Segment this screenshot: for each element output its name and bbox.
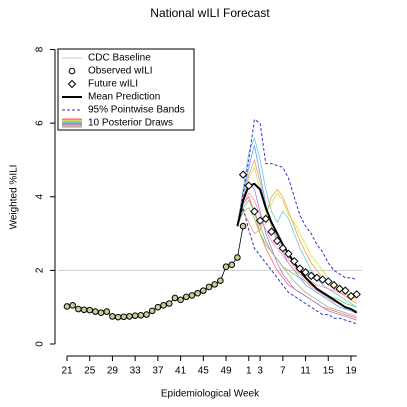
- posterior-draw: [237, 145, 357, 314]
- future-point: [301, 268, 310, 277]
- observed-point: [211, 281, 218, 288]
- legend-label: Mean Prediction: [88, 92, 160, 103]
- posterior-draw: [237, 195, 357, 319]
- y-axis-label: Weighted %ILI: [9, 165, 20, 230]
- future-point: [329, 280, 339, 290]
- x-tick-label: 19: [345, 366, 357, 377]
- mean-line: [236, 182, 358, 314]
- future-point: [267, 227, 276, 236]
- x-axis-label: Epidemiological Week: [161, 389, 260, 400]
- band-lower: [236, 205, 357, 325]
- future-point: [244, 181, 253, 190]
- observed-point: [143, 311, 150, 318]
- band-upper: [236, 118, 357, 281]
- observed-point: [228, 261, 236, 269]
- posterior-draw: [237, 166, 357, 301]
- legend-label: Observed wILI: [88, 66, 152, 77]
- observed-point: [154, 303, 162, 311]
- x-tick-label: 7: [280, 366, 286, 377]
- posterior-draw: [237, 136, 357, 308]
- x-tick-label: 11: [300, 366, 311, 377]
- x-tick-label: 33: [130, 366, 142, 377]
- observed-line: [66, 226, 244, 318]
- observed-point: [177, 296, 184, 304]
- observed-point: [205, 283, 213, 291]
- x-tick-label: 3: [257, 366, 263, 377]
- legend-box: [57, 48, 195, 131]
- y-tick-label: 4: [35, 194, 46, 200]
- observed-point: [114, 313, 122, 321]
- observed-point: [97, 309, 105, 317]
- legend-swatch: [68, 67, 76, 75]
- observed-point: [194, 289, 201, 297]
- observed-point: [234, 254, 241, 261]
- legend-label: CDC Baseline: [88, 53, 151, 64]
- future-point: [324, 277, 333, 286]
- x-tick-label: 15: [323, 366, 335, 377]
- observed-point: [75, 305, 82, 313]
- future-point: [250, 207, 259, 216]
- x-tick-label: 45: [198, 366, 210, 377]
- observed-point: [148, 307, 156, 315]
- observed-point: [92, 308, 99, 315]
- future-point: [295, 264, 305, 273]
- observed-point: [165, 300, 173, 307]
- x-tick-label: 29: [107, 366, 119, 377]
- future-point: [352, 290, 361, 299]
- observed-point: [126, 313, 133, 320]
- x-tick-label: 37: [152, 366, 164, 377]
- observed-point: [120, 313, 128, 321]
- observed-point: [217, 277, 224, 284]
- observed-point: [137, 311, 145, 319]
- x-tick-label: 1: [246, 366, 252, 377]
- observed-point: [63, 303, 71, 310]
- posterior-draw: [237, 199, 357, 308]
- posterior-draw: [237, 207, 357, 317]
- legend-swatch: [67, 79, 77, 89]
- observed-point: [239, 222, 247, 230]
- legend-label: 95% Pointwise Bands: [88, 105, 185, 116]
- future-point: [289, 256, 299, 266]
- observed-point: [222, 263, 230, 270]
- x-tick-label: 49: [220, 366, 232, 377]
- y-tick-label: 8: [35, 46, 46, 52]
- observed-point: [86, 306, 94, 314]
- observed-point: [182, 293, 190, 301]
- observed-point: [69, 302, 76, 309]
- legend-label: 10 Posterior Draws: [88, 118, 173, 129]
- future-point: [261, 214, 271, 224]
- observed-point: [160, 302, 167, 309]
- observed-point: [80, 306, 88, 314]
- observed-point: [200, 287, 207, 294]
- observed-point: [109, 313, 116, 320]
- chart-title: National wILI Forecast: [150, 6, 270, 20]
- x-tick-label: 25: [84, 366, 96, 377]
- x-tick-label: 41: [175, 366, 187, 377]
- posterior-draw: [237, 181, 357, 321]
- y-tick-label: 6: [35, 120, 46, 126]
- future-point: [341, 286, 350, 295]
- legend-label: Future wILI: [88, 79, 138, 90]
- future-point: [307, 271, 316, 281]
- x-tick-label: 21: [61, 366, 73, 377]
- future-point: [238, 170, 248, 179]
- y-tick-label: 2: [35, 267, 46, 273]
- observed-point: [103, 308, 111, 315]
- observed-point: [171, 294, 179, 302]
- future-point: [284, 249, 293, 259]
- posterior-draw: [237, 188, 357, 304]
- observed-point: [131, 312, 139, 319]
- y-tick-label: 0: [35, 341, 46, 347]
- future-point: [278, 244, 288, 253]
- future-point: [272, 236, 282, 246]
- posterior-draw: [237, 192, 357, 299]
- legend: CDC Baseline Observed wILI Future wILI Mean…: [57, 48, 195, 131]
- observed-point: [188, 292, 196, 299]
